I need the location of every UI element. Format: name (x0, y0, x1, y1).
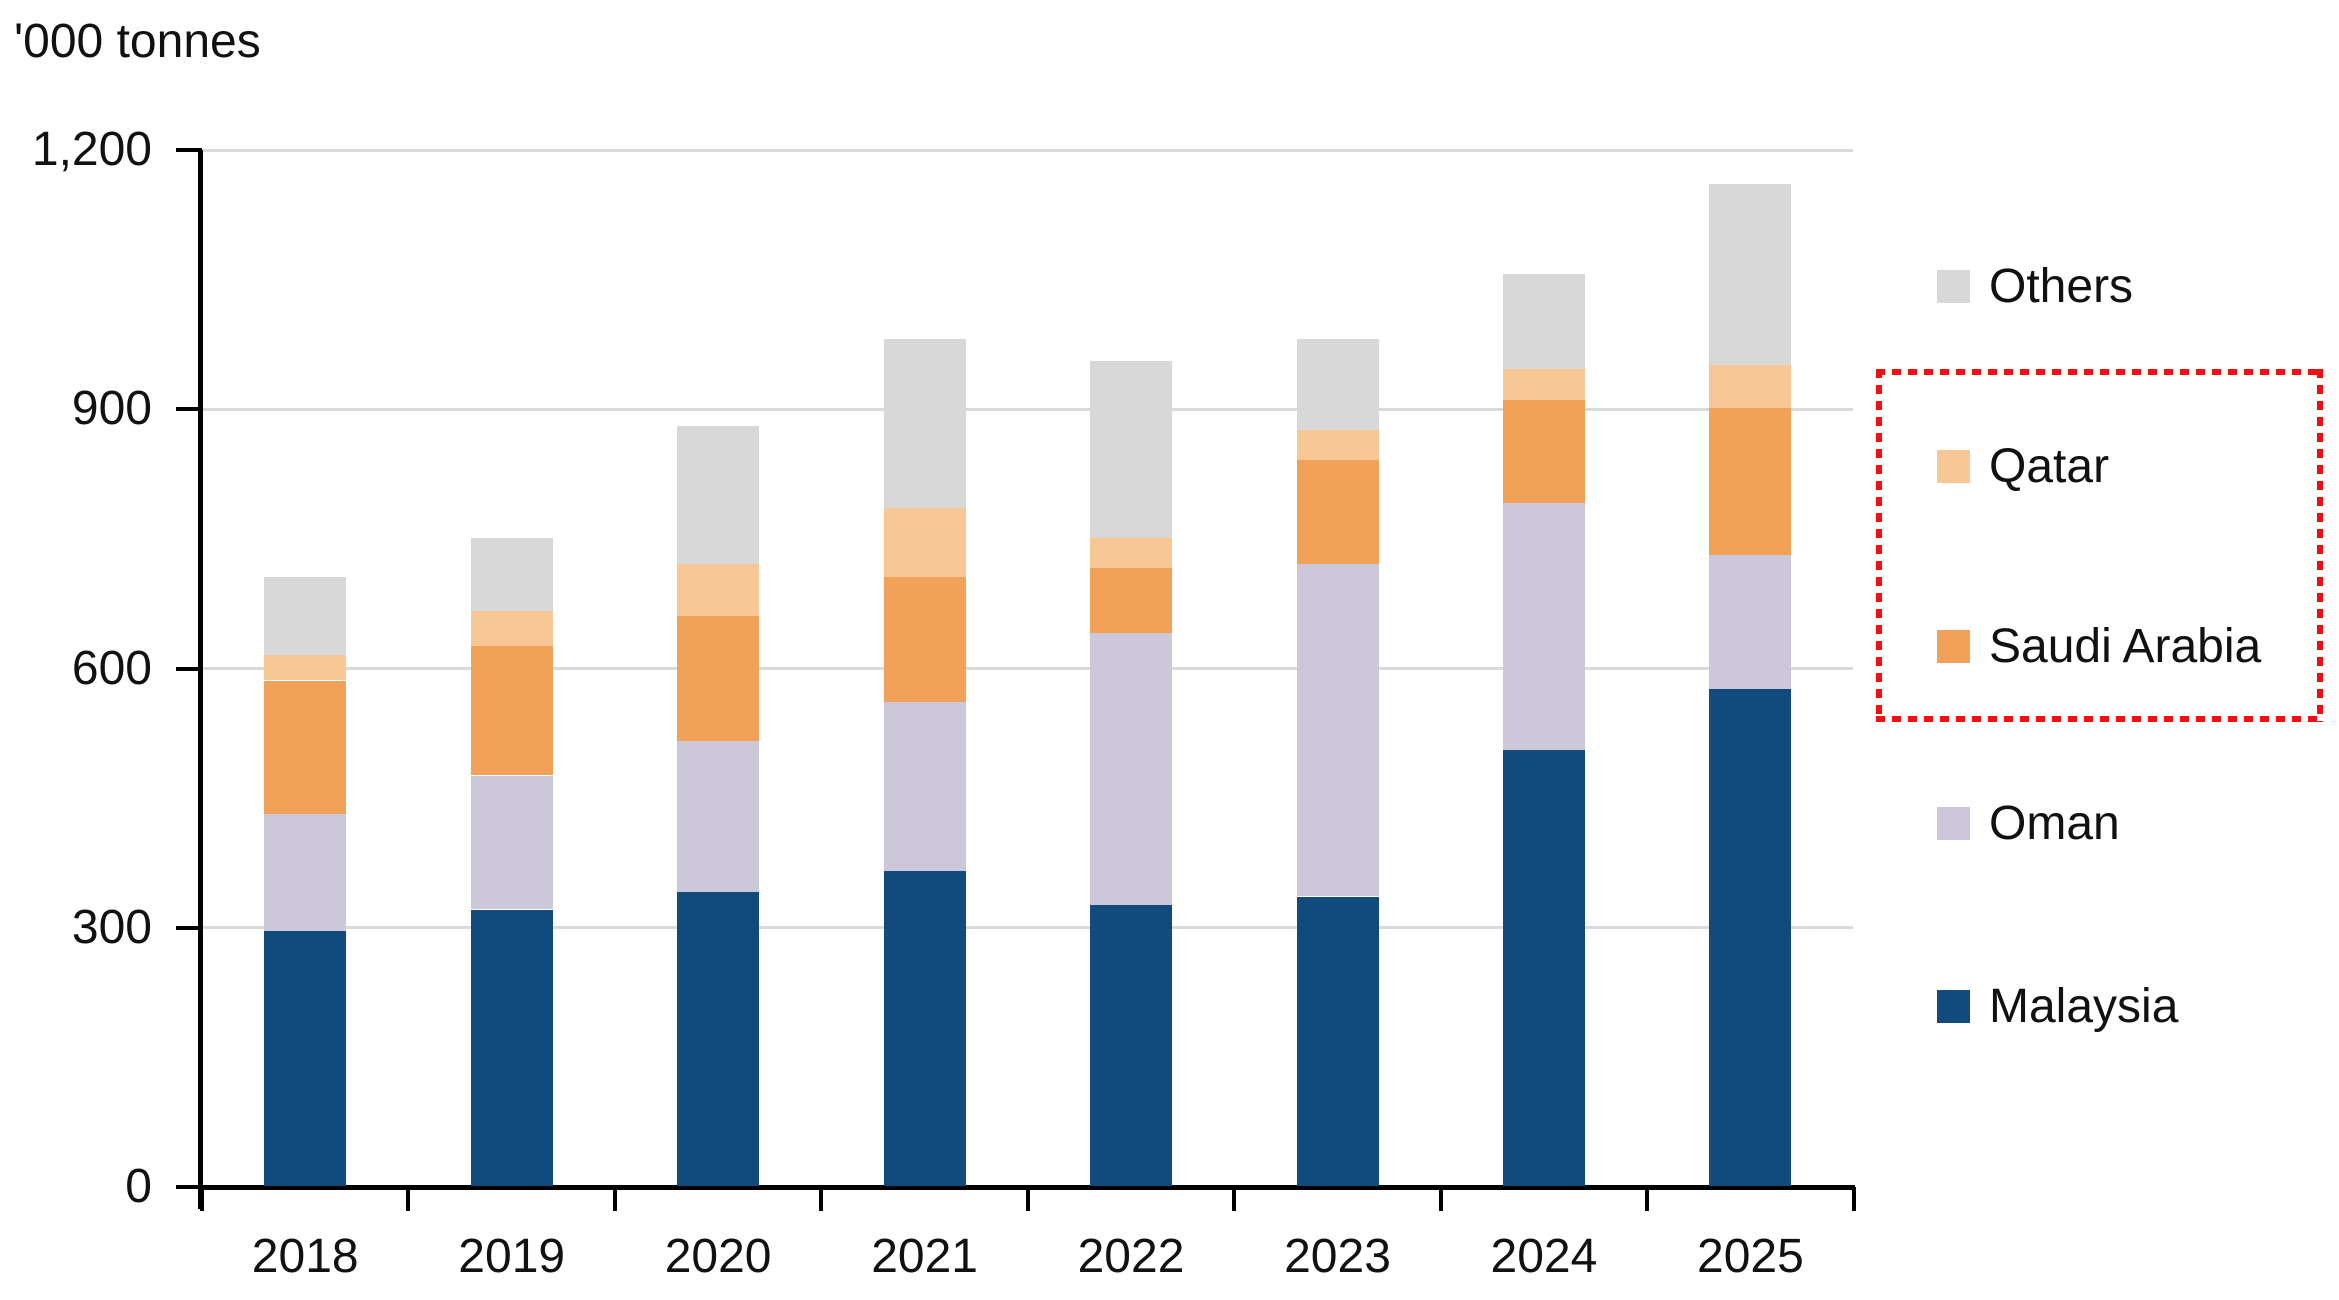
bar-segment-saudi-arabia-2024 (1502, 399, 1585, 504)
legend-item-qatar: Qatar (1937, 440, 2109, 493)
legend-highlight-box-edge-bottom (1876, 716, 2323, 722)
bar-segment-qatar-2023 (1296, 429, 1379, 461)
legend-item-saudi-arabia: Saudi Arabia (1937, 620, 2261, 673)
bar-segment-saudi-arabia-2021 (883, 576, 966, 703)
bar-segment-oman-2023 (1296, 563, 1379, 897)
bar-segment-others-2019 (470, 537, 553, 612)
bar-segment-saudi-arabia-2020 (677, 615, 760, 741)
legend-label: Saudi Arabia (1989, 620, 2262, 673)
x-axis-year-label: 2021 (871, 1230, 978, 1283)
axis-unit-label: '000 tonnes (14, 15, 261, 68)
legend-highlight-box-edge-top (1876, 369, 2323, 375)
bar-segment-others-2020 (677, 425, 760, 564)
bar-segment-oman-2021 (883, 702, 966, 871)
bar-segment-oman-2019 (470, 775, 553, 910)
y-axis-tick (176, 148, 202, 152)
x-axis-tick (612, 1187, 617, 1211)
x-axis-tick (1645, 1187, 1650, 1211)
y-tick-label: 600 (71, 641, 152, 695)
bar-segment-saudi-arabia-2025 (1709, 408, 1792, 556)
x-axis-year-label: 2018 (251, 1230, 359, 1283)
gridline (202, 148, 1853, 152)
x-axis-tick (1232, 1187, 1237, 1211)
legend-swatch-saudi-arabia (1937, 630, 1970, 663)
legend-label: Oman (1989, 797, 2120, 850)
bar-segment-qatar-2022 (1090, 537, 1172, 569)
bar-segment-qatar-2019 (470, 611, 553, 646)
gridline (202, 926, 1853, 930)
y-axis-tick (176, 925, 202, 930)
x-axis-tick (819, 1187, 824, 1211)
legend-label: Malaysia (1989, 980, 2179, 1033)
bar-segment-others-2018 (264, 576, 347, 655)
bar-segment-saudi-arabia-2018 (264, 680, 347, 815)
bar-segment-malaysia-2021 (883, 870, 966, 1186)
bar-segment-qatar-2018 (264, 654, 347, 681)
y-axis-tick (176, 1185, 202, 1189)
bar-segment-others-2025 (1709, 183, 1792, 366)
bar-segment-oman-2020 (677, 741, 760, 893)
x-axis-year-label: 2023 (1284, 1230, 1391, 1283)
x-axis-tick (1025, 1187, 1030, 1211)
bar-segment-saudi-arabia-2019 (470, 645, 553, 776)
y-tick-label: 1,200 (31, 123, 152, 176)
gridline (202, 407, 1853, 411)
x-axis-tick (200, 1187, 204, 1211)
x-axis-year-label: 2019 (458, 1230, 566, 1283)
bar-segment-oman-2024 (1502, 503, 1585, 750)
bar-segment-oman-2025 (1709, 555, 1792, 690)
y-tick-label: 900 (71, 382, 152, 436)
legend-swatch-oman (1937, 807, 1970, 840)
bar-segment-qatar-2020 (677, 563, 760, 616)
bar-segment-oman-2022 (1090, 632, 1172, 906)
legend-item-malaysia: Malaysia (1937, 980, 2178, 1033)
bar-segment-malaysia-2018 (264, 931, 347, 1186)
legend-highlight-box-edge-right (2317, 369, 2323, 722)
x-axis-year-label: 2022 (1077, 1230, 1185, 1283)
legend-item-others: Others (1937, 260, 2133, 313)
bar-segment-saudi-arabia-2022 (1090, 568, 1172, 633)
x-axis-tick (406, 1187, 411, 1211)
legend-label: Others (1989, 260, 2134, 313)
y-tick-label: 300 (71, 900, 152, 954)
legend-swatch-malaysia (1937, 990, 1970, 1023)
bar-segment-malaysia-2025 (1709, 689, 1792, 1186)
x-axis-year-label: 2025 (1697, 1230, 1804, 1283)
legend-swatch-qatar (1937, 450, 1970, 483)
legend-highlight-box-edge-left (1876, 369, 1882, 722)
bar-segment-others-2021 (883, 339, 966, 508)
bar-segment-qatar-2024 (1502, 369, 1585, 400)
x-axis-tick (1438, 1187, 1443, 1211)
legend-swatch-others (1937, 270, 1970, 303)
legend-label: Qatar (1989, 440, 2110, 493)
bar-segment-oman-2018 (264, 814, 347, 932)
bar-segment-malaysia-2023 (1296, 896, 1379, 1186)
bar-segment-malaysia-2020 (677, 892, 760, 1186)
legend-item-oman: Oman (1937, 797, 2120, 850)
bar-segment-malaysia-2019 (470, 909, 553, 1186)
x-axis-tick (1851, 1187, 1856, 1211)
bar-segment-others-2023 (1296, 339, 1379, 430)
y-tick-label: 0 (125, 1160, 152, 1213)
y-axis-line (198, 150, 203, 1209)
bar-segment-qatar-2025 (1709, 365, 1792, 409)
bar-segment-others-2022 (1090, 360, 1172, 538)
gridline (202, 667, 1853, 670)
y-axis-tick (176, 666, 202, 671)
y-axis-tick (176, 407, 202, 412)
x-axis-year-label: 2024 (1490, 1230, 1598, 1283)
x-axis-year-label: 2020 (664, 1230, 772, 1283)
bar-segment-malaysia-2022 (1090, 905, 1172, 1186)
bar-segment-others-2024 (1502, 274, 1585, 370)
bar-segment-malaysia-2024 (1502, 749, 1585, 1186)
bar-segment-saudi-arabia-2023 (1296, 460, 1379, 564)
legend-highlight-box (1876, 369, 2323, 722)
bar-segment-qatar-2021 (883, 507, 966, 577)
